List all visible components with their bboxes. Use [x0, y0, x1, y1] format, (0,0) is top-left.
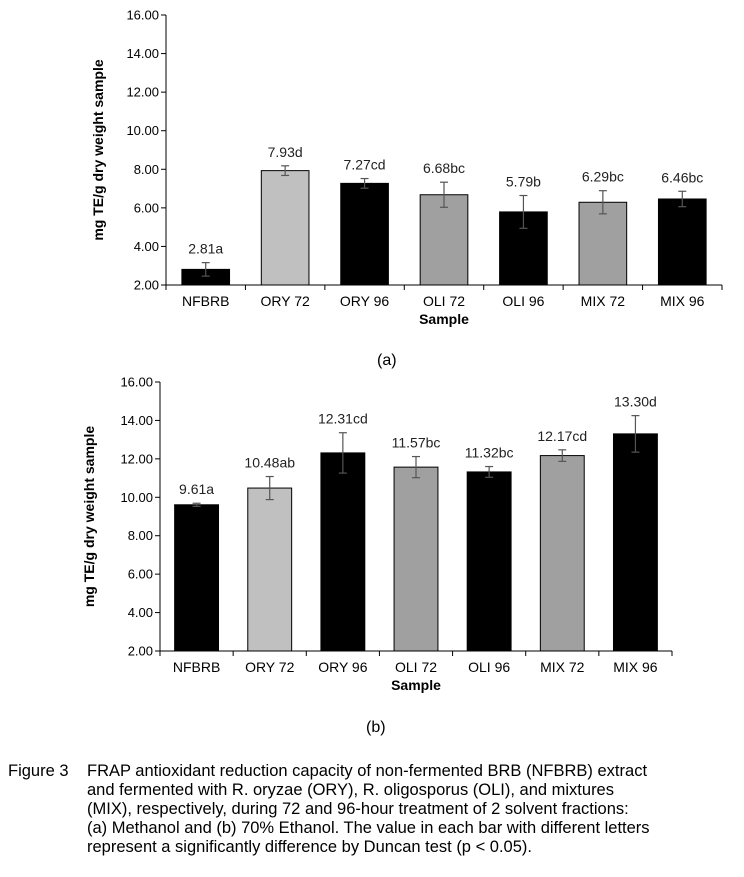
y-tick-label: 10.00 [120, 490, 153, 505]
panel-label-a: (a) [377, 352, 397, 369]
y-tick-label: 8.00 [134, 162, 159, 177]
y-tick-label: 2.00 [128, 644, 153, 659]
x-axis-title: Sample [419, 311, 469, 327]
panel-label-b: (b) [366, 719, 386, 736]
data-label: 5.79b [506, 174, 541, 190]
bar [499, 211, 548, 286]
bar [247, 487, 293, 652]
caption-line-3: (MIX), respectively, during 72 and 96-ho… [87, 800, 629, 818]
y-axis-title: mg TE/g dry weight sample [81, 426, 97, 607]
data-label: 10.48ab [244, 455, 295, 471]
bar [612, 433, 658, 652]
x-tick-label: OLI 72 [395, 659, 437, 675]
x-tick-label: ORY 96 [340, 293, 390, 309]
caption-line-2: and fermented with R. oryzae (ORY), R. o… [87, 781, 614, 799]
bar [539, 455, 585, 652]
x-tick-label: ORY 96 [318, 659, 368, 675]
caption-line-4: (a) Methanol and (b) 70% Ethanol. The va… [87, 819, 650, 837]
x-tick-label: OLI 96 [502, 293, 544, 309]
figure-caption: Figure 3 FRAP antioxidant reduction capa… [8, 762, 738, 857]
bar [340, 182, 389, 286]
y-tick-label: 8.00 [128, 528, 153, 543]
data-label: 7.27cd [344, 157, 386, 173]
data-label: 6.68bc [423, 160, 465, 176]
bar [260, 170, 310, 286]
data-label: 12.31cd [318, 411, 368, 427]
bar [320, 452, 366, 652]
data-label: 6.29bc [582, 169, 624, 185]
x-tick-label: MIX 96 [660, 293, 705, 309]
bar [419, 194, 469, 286]
data-label: 2.81a [188, 241, 223, 257]
bar [174, 504, 220, 652]
data-label: 11.57bc [392, 435, 441, 451]
y-tick-label: 2.00 [134, 278, 159, 293]
y-tick-label: 16.00 [126, 8, 159, 23]
y-tick-label: 12.00 [126, 85, 159, 100]
y-tick-label: 6.00 [134, 200, 159, 215]
data-label: 9.61a [179, 481, 214, 497]
data-label: 6.46bc [661, 169, 703, 185]
x-tick-label: NFBRB [182, 293, 229, 309]
caption-line-5: represent a significantly difference by … [87, 838, 532, 856]
bar [393, 466, 439, 652]
data-label: 13.30d [614, 394, 657, 410]
y-tick-label: 12.00 [120, 451, 153, 466]
data-label: 7.93d [268, 144, 303, 160]
y-tick-label: 16.00 [120, 375, 153, 390]
caption-line-1: FRAP antioxidant reduction capacity of n… [87, 762, 648, 780]
data-label: 11.32bc [465, 445, 514, 461]
x-tick-label: MIX 72 [581, 293, 626, 309]
x-tick-label: MIX 72 [540, 659, 585, 675]
y-tick-label: 6.00 [128, 567, 153, 582]
x-tick-label: NFBRB [173, 659, 220, 675]
y-tick-label: 10.00 [126, 123, 159, 138]
y-axis-title: mg TE/g dry weight sample [90, 59, 106, 240]
y-tick-label: 14.00 [120, 413, 153, 428]
x-tick-label: OLI 72 [423, 293, 465, 309]
x-tick-label: ORY 72 [245, 659, 295, 675]
x-axis-title: Sample [391, 677, 441, 693]
x-tick-label: MIX 96 [613, 659, 658, 675]
data-label: 12.17cd [537, 428, 587, 444]
chart-a: 2.00 4.00 6.00 8.00 10.00 12.00 14.00 16.00 2.81… [90, 8, 723, 327]
bar [578, 201, 628, 286]
y-tick-label: 14.00 [126, 46, 159, 61]
x-tick-label: ORY 72 [260, 293, 310, 309]
chart-b: 2.00 4.00 6.00 8.00 10.00 12.00 14.00 16.00 9.61… [81, 375, 673, 693]
caption-body: FRAP antioxidant reduction capacity of n… [87, 762, 738, 857]
bar [466, 471, 512, 652]
x-tick-label: OLI 96 [468, 659, 510, 675]
bar [657, 198, 707, 286]
y-tick-label: 4.00 [128, 605, 153, 620]
y-tick-label: 4.00 [134, 239, 159, 254]
caption-figure-number: Figure 3 [8, 762, 69, 780]
